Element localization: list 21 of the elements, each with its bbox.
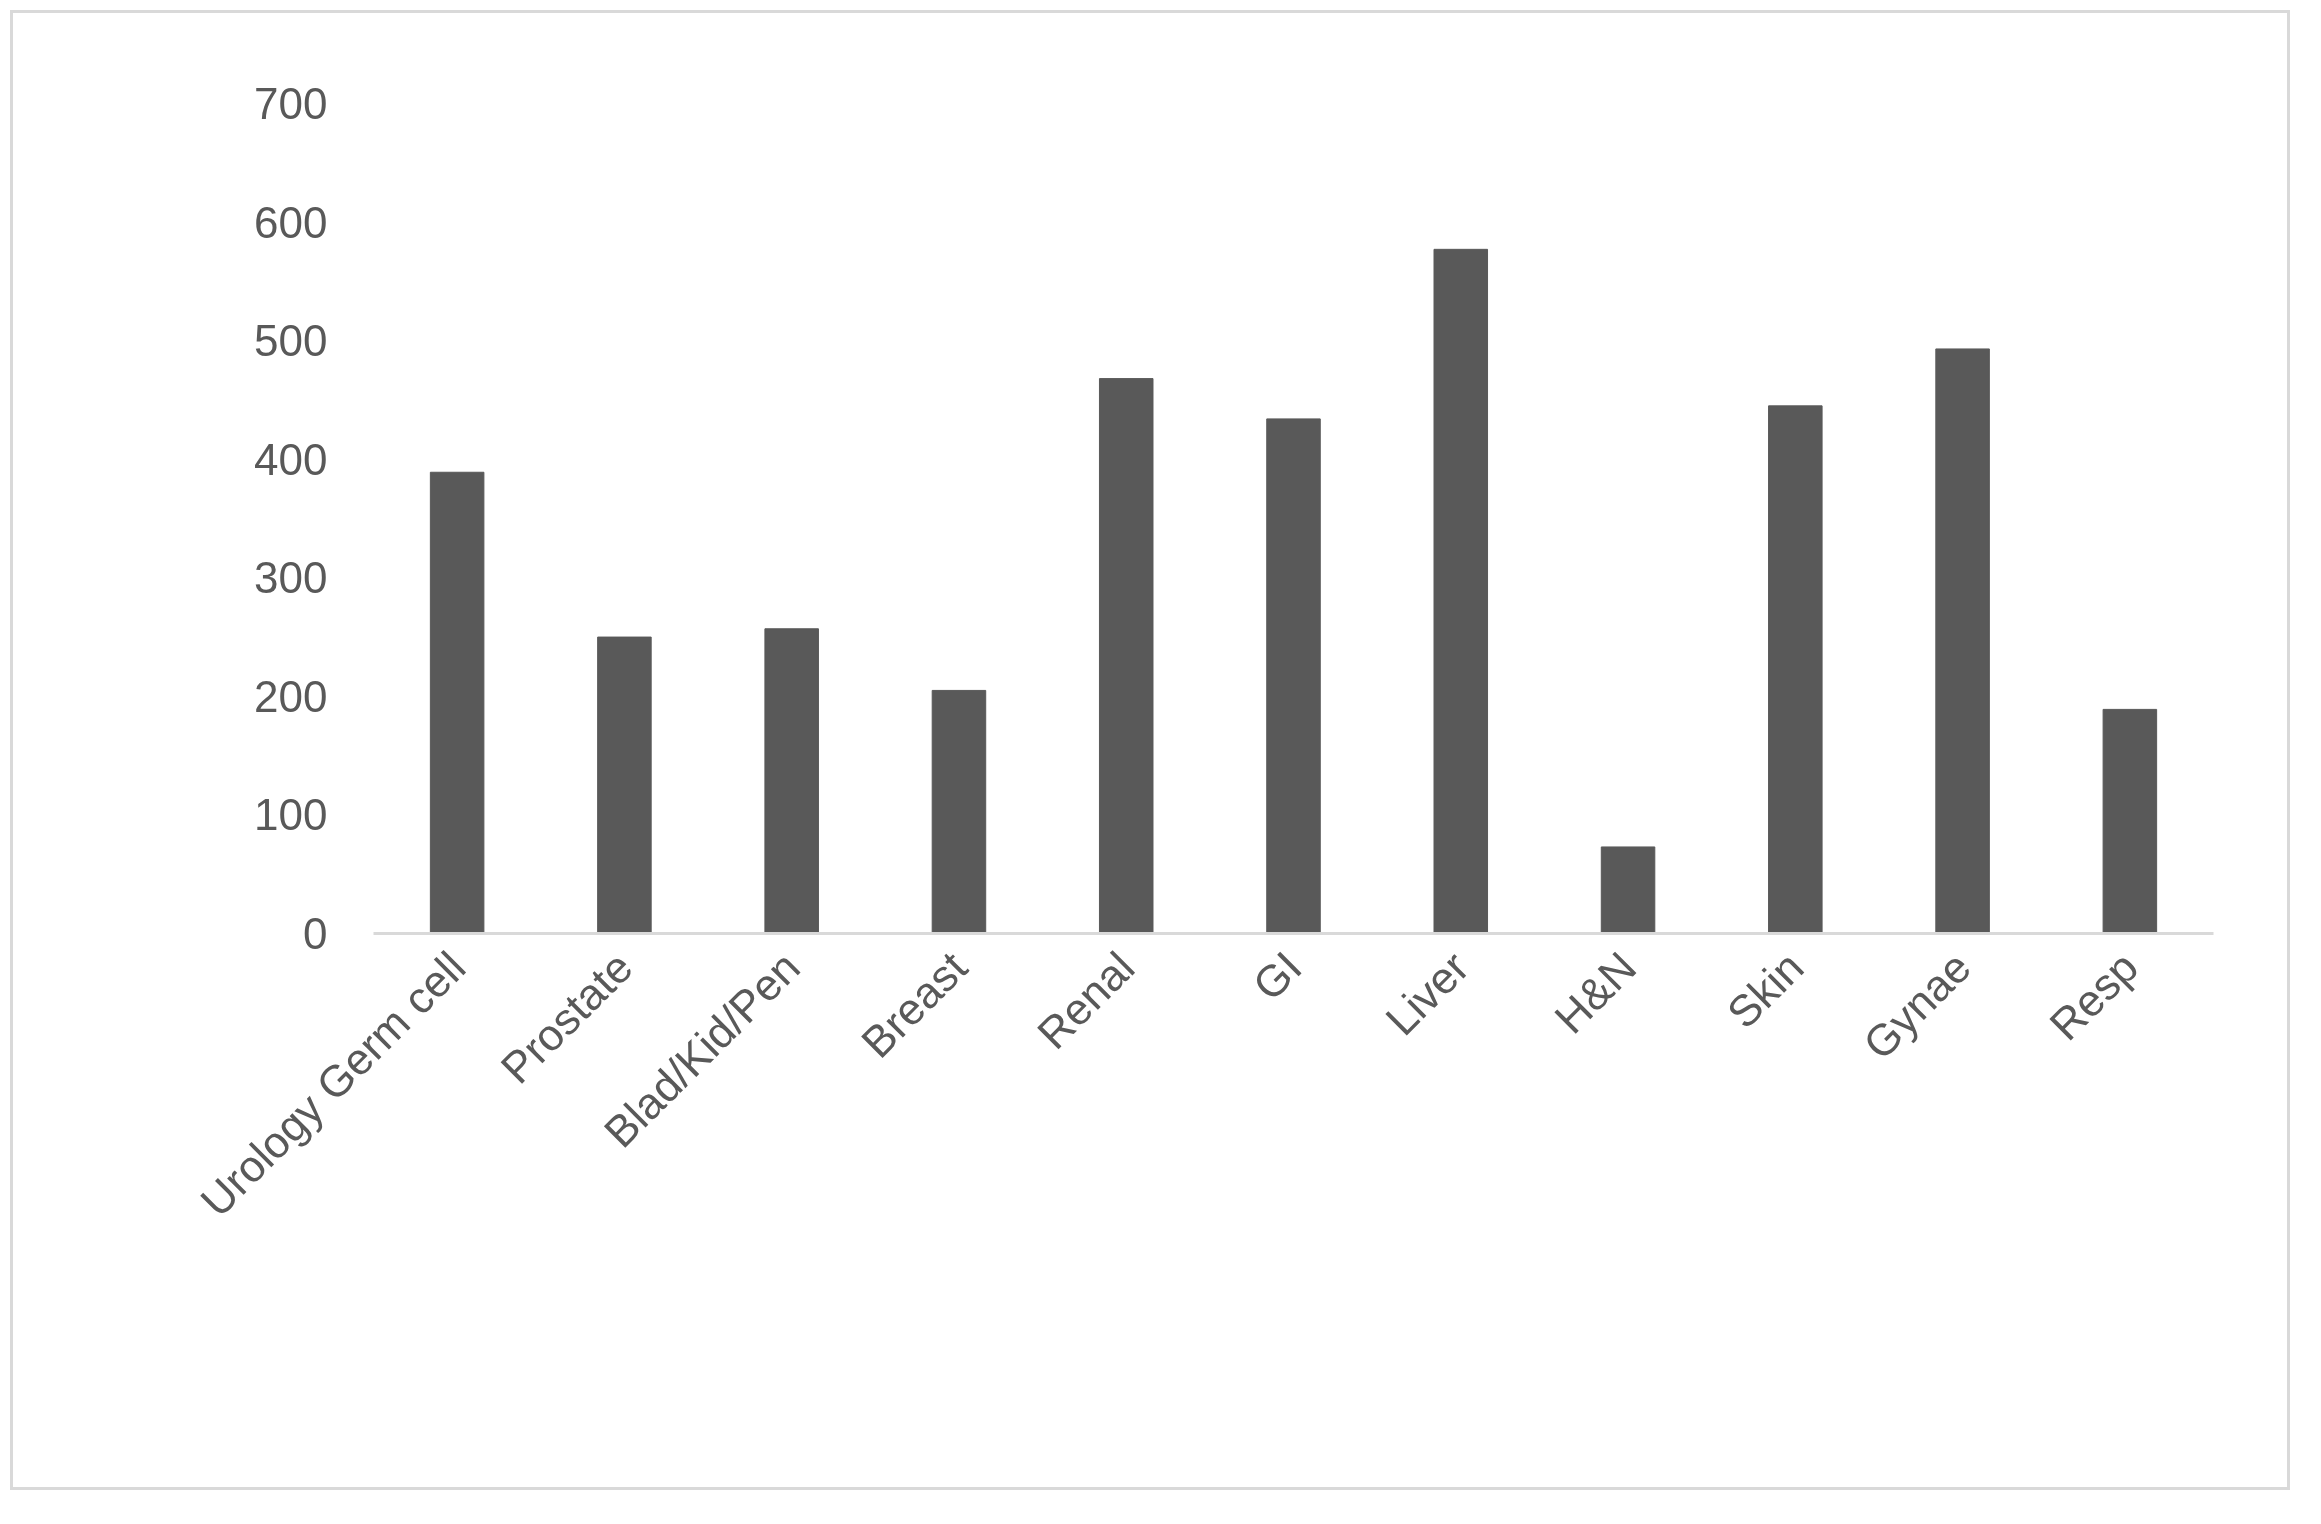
bar <box>1935 348 1990 934</box>
bar <box>1266 418 1321 934</box>
bar <box>764 628 819 934</box>
x-tick-label: Skin <box>1717 942 1813 1038</box>
bar <box>429 471 485 934</box>
y-tick-label: 300 <box>254 553 328 603</box>
y-tick-label: 400 <box>254 434 328 484</box>
y-tick-label: 200 <box>254 671 328 721</box>
bar <box>1600 846 1656 934</box>
bar <box>1098 378 1154 934</box>
y-tick-label: 700 <box>254 79 328 128</box>
y-tick-label: 500 <box>254 316 328 366</box>
bar <box>931 689 987 934</box>
bar <box>1433 248 1489 934</box>
y-tick-label: 600 <box>254 197 328 247</box>
x-tick-label: GI <box>1243 942 1311 1010</box>
bar <box>2102 708 2158 934</box>
bar <box>1768 405 1823 934</box>
y-tick-label: 100 <box>254 790 328 840</box>
y-tick-label: 0 <box>303 909 328 958</box>
bar <box>597 636 652 934</box>
